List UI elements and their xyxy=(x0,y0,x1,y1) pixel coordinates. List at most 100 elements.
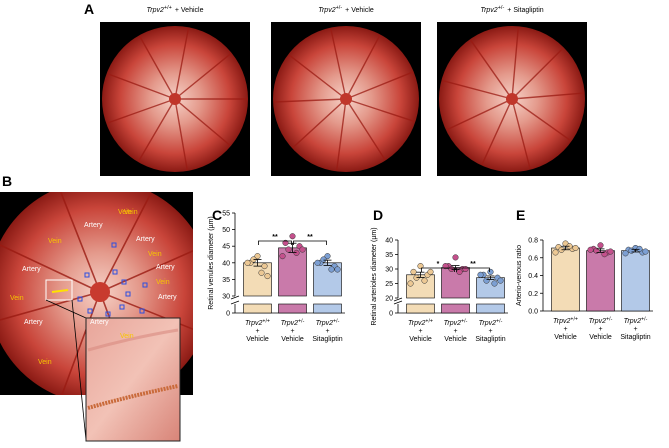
y-axis-title: Retinal venules diameter (µm) xyxy=(208,216,215,310)
vessel xyxy=(345,35,381,100)
vessel xyxy=(470,39,513,100)
x-tick-label: Sitagliptin xyxy=(620,334,650,341)
data-point xyxy=(427,268,434,275)
panel-label: C xyxy=(212,207,222,223)
data-point xyxy=(258,269,265,276)
genotype: +/- xyxy=(641,316,648,322)
gene: Trpv2 xyxy=(147,7,164,14)
annotation: Artery xyxy=(24,319,43,326)
gene: Trpv2 xyxy=(318,7,335,14)
genotype-label: Trpv2+/+ xyxy=(245,318,270,327)
gene: Trpv2 xyxy=(479,320,496,327)
data-point xyxy=(410,268,417,275)
sig-label: ** xyxy=(272,234,278,241)
y-tick-label: 0.0 xyxy=(528,309,538,316)
optic-disc xyxy=(340,93,352,105)
data-point xyxy=(417,263,424,270)
x-tick-label: Vehicle xyxy=(246,336,269,343)
genotype: +/+ xyxy=(570,316,578,322)
genotype: +/- xyxy=(298,318,305,324)
genotype-label: Trpv2+/- xyxy=(444,318,468,327)
y-tick-label: 30 xyxy=(222,294,230,301)
panel-label: D xyxy=(373,207,383,223)
genotype: +/- xyxy=(606,316,613,322)
vessel xyxy=(107,73,176,100)
data-point xyxy=(628,247,635,254)
y-tick-label: 0.8 xyxy=(528,238,538,245)
vessel xyxy=(174,98,231,146)
vessel xyxy=(345,98,415,123)
gene: Trpv2 xyxy=(316,320,333,327)
x-connector: + xyxy=(488,328,492,335)
genotype-label: Trpv2+/- xyxy=(479,318,503,327)
annotation: Vein xyxy=(38,359,52,366)
data-point xyxy=(587,246,594,253)
gene: Trpv2 xyxy=(245,320,262,327)
y-axis-title: Arterio-venous ratio xyxy=(516,245,523,306)
x-connector: + xyxy=(563,326,567,333)
x-tick-label: Vehicle xyxy=(444,336,467,343)
genotype: +/+ xyxy=(164,5,172,11)
bar xyxy=(243,262,272,297)
data-point xyxy=(483,277,490,284)
genotype: +/- xyxy=(496,318,503,324)
y-tick-label: 40 xyxy=(222,260,230,267)
x-connector: + xyxy=(325,328,329,335)
bar xyxy=(551,247,580,312)
x-connector: + xyxy=(418,328,422,335)
data-point xyxy=(487,268,494,275)
gene: Trpv2 xyxy=(444,320,461,327)
data-point xyxy=(324,253,331,260)
data-point xyxy=(597,242,604,249)
y-tick-label: 50 xyxy=(222,227,230,234)
annotation: Artery xyxy=(90,319,109,326)
gene: Trpv2 xyxy=(480,7,497,14)
vessel xyxy=(274,98,347,103)
annotation: Vein xyxy=(118,209,132,216)
vessel xyxy=(345,98,386,160)
data-point xyxy=(462,265,469,273)
genotype: +/+ xyxy=(425,318,433,324)
y-tick-label: 30 xyxy=(385,267,393,274)
vessel xyxy=(292,98,347,149)
data-point xyxy=(642,248,649,255)
sig-label: * xyxy=(437,261,440,268)
data-point xyxy=(254,253,261,260)
y-tick-label: 20 xyxy=(385,296,393,303)
genotype: +/- xyxy=(333,318,340,324)
data-point xyxy=(448,265,455,273)
bar-base xyxy=(406,303,435,314)
data-point xyxy=(328,266,335,273)
data-point xyxy=(282,239,289,246)
x-connector: + xyxy=(255,328,259,335)
data-point xyxy=(552,249,559,256)
fundus-row: Trpv2+/+ + Vehicle Trpv2+/- + Vehicle Trpv2+… xyxy=(100,5,587,176)
chart: D Retinal arterioles diameter (µm) 20 25 30 3… xyxy=(371,207,508,343)
sig-label: ** xyxy=(470,261,476,268)
bar xyxy=(621,250,650,312)
annotation: Artery xyxy=(84,222,103,229)
treatment: + Vehicle xyxy=(175,7,204,14)
optic-disc xyxy=(506,93,518,105)
genotype-label: Trpv2+/- xyxy=(624,316,648,325)
x-tick-label: Sitagliptin xyxy=(312,336,342,343)
annotation: Vein xyxy=(120,333,134,340)
data-point xyxy=(407,280,414,287)
gene: Trpv2 xyxy=(281,320,298,327)
sig-bracket xyxy=(421,267,455,272)
x-connector: + xyxy=(633,326,637,333)
vessel xyxy=(442,79,513,100)
vessel xyxy=(139,35,176,100)
bar-base xyxy=(476,303,505,314)
y-tick-label: 0 xyxy=(226,311,230,318)
annotation: Vein xyxy=(148,251,162,258)
y-tick-label: 55 xyxy=(222,211,230,218)
chart: E Arterio-venous ratio 0.0 0.2 0.4 0.6 0.8 Trpv… xyxy=(516,207,653,341)
vessel xyxy=(446,98,513,131)
x-connector: + xyxy=(290,328,294,335)
treatment: + Vehicle xyxy=(345,7,374,14)
genotype: +/- xyxy=(498,5,505,11)
sig-bracket xyxy=(258,240,292,245)
